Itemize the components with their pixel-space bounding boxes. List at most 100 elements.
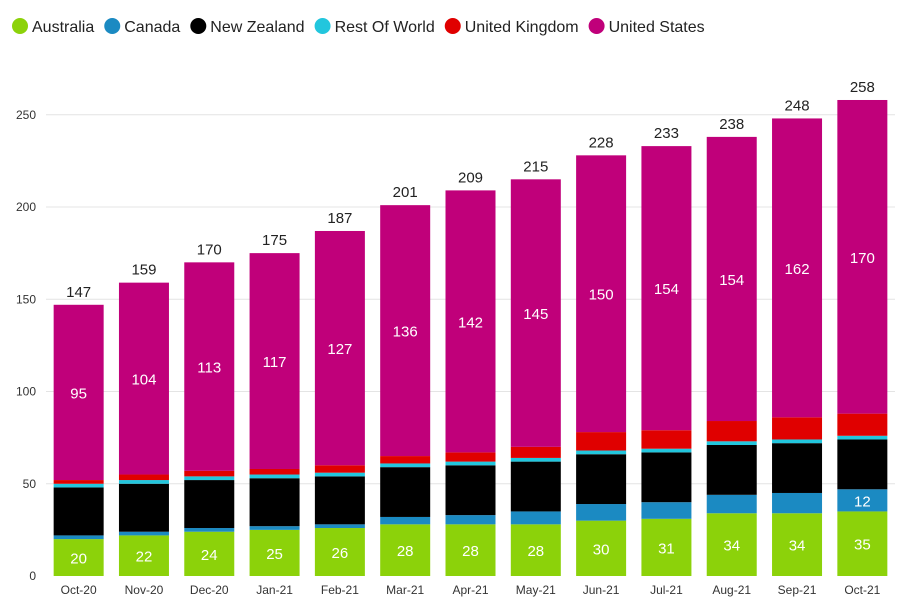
bar-united-states-apr-21 xyxy=(445,190,496,453)
bar-united-kingdom-aug-21 xyxy=(706,421,757,442)
bar-canada-oct-20 xyxy=(53,535,104,540)
bar-canada-feb-21 xyxy=(314,524,365,529)
bar-united-states-jul-21 xyxy=(641,146,692,431)
total-label-mar-21: 201 xyxy=(393,184,418,201)
bar-canada-nov-20 xyxy=(118,531,169,536)
bar-united-states-oct-20 xyxy=(53,304,104,481)
bar-united-states-mar-21 xyxy=(380,205,431,457)
total-label-dec-20: 170 xyxy=(197,241,222,258)
data-label-australia-jan-21: 25 xyxy=(266,546,283,563)
y-tick-label-100: 100 xyxy=(16,385,36,399)
total-label-nov-20: 159 xyxy=(131,262,156,279)
legend-label-canada: Canada xyxy=(124,19,180,36)
bar-stack-jan-21 xyxy=(249,253,300,576)
legend-label-united-states: United States xyxy=(609,19,705,36)
bar-stack-nov-20 xyxy=(118,282,169,576)
bar-united-kingdom-nov-20 xyxy=(118,474,169,481)
data-label-united-states-nov-20: 104 xyxy=(131,372,156,389)
x-tick-label-jan-21: Jan-21 xyxy=(256,583,293,597)
bar-united-kingdom-apr-21 xyxy=(445,452,496,462)
bar-united-states-nov-20 xyxy=(118,282,169,475)
bar-australia-dec-20 xyxy=(184,531,235,576)
y-tick-label-150: 150 xyxy=(16,292,36,306)
x-tick-label-nov-20: Nov-20 xyxy=(125,583,164,597)
x-tick-label-jul-21: Jul-21 xyxy=(650,583,683,597)
y-tick-label-200: 200 xyxy=(16,200,36,214)
bar-stack-dec-20 xyxy=(184,262,235,576)
bar-united-kingdom-dec-20 xyxy=(184,470,235,477)
bar-new-zealand-feb-21 xyxy=(314,476,365,525)
bar-united-kingdom-jul-21 xyxy=(641,430,692,449)
bar-new-zealand-jan-21 xyxy=(249,478,300,527)
legend-label-new-zealand: New Zealand xyxy=(210,19,304,36)
bar-new-zealand-dec-20 xyxy=(184,480,235,529)
bar-stack-mar-21 xyxy=(380,205,431,576)
bar-canada-aug-21 xyxy=(706,494,757,514)
x-tick-label-oct-20: Oct-20 xyxy=(61,583,97,597)
legend-label-united-kingdom: United Kingdom xyxy=(465,19,579,36)
bar-stack-feb-21 xyxy=(314,230,365,576)
bar-rest-of-world-may-21 xyxy=(510,457,561,462)
bar-australia-mar-21 xyxy=(380,524,431,576)
bar-new-zealand-apr-21 xyxy=(445,465,496,516)
bar-rest-of-world-aug-21 xyxy=(706,441,757,446)
bar-stack-jun-21 xyxy=(576,155,627,576)
data-labels: 20 95 147 22 104 159 24 113 170 25 117 175 26 127 187 2… xyxy=(66,79,875,568)
data-label-united-states-jan-21: 117 xyxy=(263,354,287,371)
bar-rest-of-world-apr-21 xyxy=(445,461,496,466)
bar-rest-of-world-dec-20 xyxy=(184,476,235,481)
bar-united-states-oct-21 xyxy=(837,99,888,414)
legend-item-australia: Australia xyxy=(12,18,94,36)
bar-united-kingdom-mar-21 xyxy=(380,456,431,464)
data-label-united-states-mar-21: 136 xyxy=(393,324,418,341)
data-label-united-states-oct-21: 170 xyxy=(850,250,875,267)
bar-new-zealand-may-21 xyxy=(510,461,561,512)
x-tick-label-dec-20: Dec-20 xyxy=(190,583,229,597)
bar-stack-oct-20 xyxy=(53,304,104,576)
bar-canada-mar-21 xyxy=(380,516,431,525)
bar-new-zealand-oct-21 xyxy=(837,439,888,490)
data-label-australia-aug-21: 34 xyxy=(723,538,740,555)
bar-australia-may-21 xyxy=(510,524,561,576)
data-label-australia-feb-21: 26 xyxy=(332,545,349,562)
bar-canada-apr-21 xyxy=(445,515,496,525)
x-tick-label-apr-21: Apr-21 xyxy=(452,583,488,597)
bar-rest-of-world-mar-21 xyxy=(380,463,431,468)
data-label-australia-jul-21: 31 xyxy=(658,540,675,557)
data-label-australia-oct-20: 20 xyxy=(70,551,87,568)
bar-new-zealand-aug-21 xyxy=(706,445,757,495)
data-label-australia-nov-20: 22 xyxy=(136,549,153,566)
bar-united-states-may-21 xyxy=(510,179,561,447)
bar-australia-nov-20 xyxy=(118,535,169,576)
total-label-jan-21: 175 xyxy=(262,232,287,249)
bar-rest-of-world-nov-20 xyxy=(118,480,169,484)
legend-swatch-new-zealand xyxy=(190,18,207,34)
bar-australia-sep-21 xyxy=(772,513,823,576)
bar-canada-jun-21 xyxy=(576,504,627,521)
bar-australia-jun-21 xyxy=(576,520,627,576)
total-label-may-21: 215 xyxy=(523,158,548,175)
bar-rest-of-world-sep-21 xyxy=(772,439,823,444)
data-label-australia-jun-21: 30 xyxy=(593,541,610,558)
x-tick-label-feb-21: Feb-21 xyxy=(321,583,359,597)
legend-item-new-zealand: New Zealand xyxy=(190,18,305,36)
data-label-united-states-sep-21: 162 xyxy=(785,261,810,278)
y-axis: 0 50 100 150 200 250 xyxy=(16,108,36,583)
data-label-united-states-dec-20: 113 xyxy=(197,360,221,377)
legend-swatch-united-kingdom xyxy=(444,18,461,34)
bar-australia-feb-21 xyxy=(314,528,365,576)
bar-australia-jan-21 xyxy=(249,529,300,576)
x-tick-label-sep-21: Sep-21 xyxy=(778,583,817,597)
legend-swatch-canada xyxy=(104,18,121,34)
bar-canada-sep-21 xyxy=(772,492,823,514)
bar-stack-sep-21 xyxy=(772,118,823,576)
x-tick-label-may-21: May-21 xyxy=(516,583,556,597)
data-label-australia-may-21: 28 xyxy=(527,543,544,560)
total-label-aug-21: 238 xyxy=(719,116,744,133)
data-label-australia-mar-21: 28 xyxy=(397,543,414,560)
x-tick-label-aug-21: Aug-21 xyxy=(712,583,751,597)
data-label-australia-oct-21: 35 xyxy=(854,537,871,554)
bar-australia-jul-21 xyxy=(641,518,692,576)
bar-stack-jul-21 xyxy=(641,146,692,576)
total-label-feb-21: 187 xyxy=(327,210,352,227)
